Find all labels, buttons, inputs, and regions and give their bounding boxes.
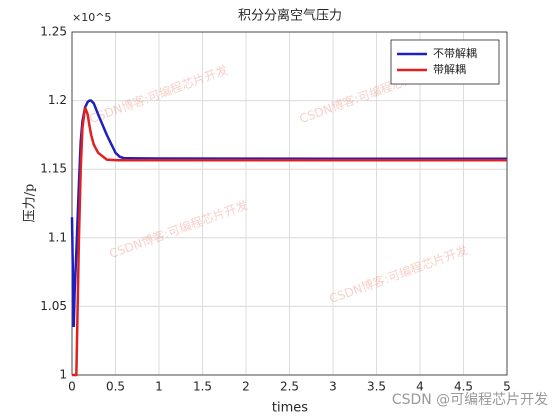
plot-frame — [71, 31, 508, 376]
y-tick-label: 1 — [59, 368, 67, 382]
x-axis-label: times — [272, 401, 308, 416]
y-tick-label: 1.25 — [40, 25, 67, 39]
legend-label: 不带解耦 — [433, 46, 477, 60]
y-tick-label: 1.15 — [40, 162, 67, 176]
x-tick-label: 4.5 — [454, 380, 473, 394]
x-tick-label: 1.5 — [193, 380, 212, 394]
x-tick-label: 2 — [242, 380, 250, 394]
x-tick-label: 3 — [329, 380, 337, 394]
legend-label: 带解耦 — [433, 62, 466, 76]
y-tick-label: 1.05 — [40, 299, 67, 313]
x-tick-label: 4 — [416, 380, 424, 394]
y-axis-label: 压力/p — [23, 184, 38, 223]
x-tick-label: 5 — [503, 380, 511, 394]
series-line — [70, 99, 507, 328]
y-tick-label: 1.1 — [48, 230, 67, 244]
x-tick-label: 3.5 — [367, 380, 386, 394]
footer: CSDN @可编程芯片开发 — [392, 392, 548, 408]
x-tick-label: 0.5 — [106, 380, 125, 394]
x-tick-label: 1 — [155, 380, 163, 394]
chart-title: 积分分离空气压力 — [238, 8, 342, 24]
x-tick-label: 0 — [68, 380, 76, 394]
legend-box — [390, 39, 500, 85]
y-exponent: ×10^5 — [72, 11, 111, 24]
x-tick-label: 2.5 — [280, 380, 299, 394]
series-line — [72, 107, 507, 377]
y-tick-label: 1.2 — [48, 93, 67, 107]
